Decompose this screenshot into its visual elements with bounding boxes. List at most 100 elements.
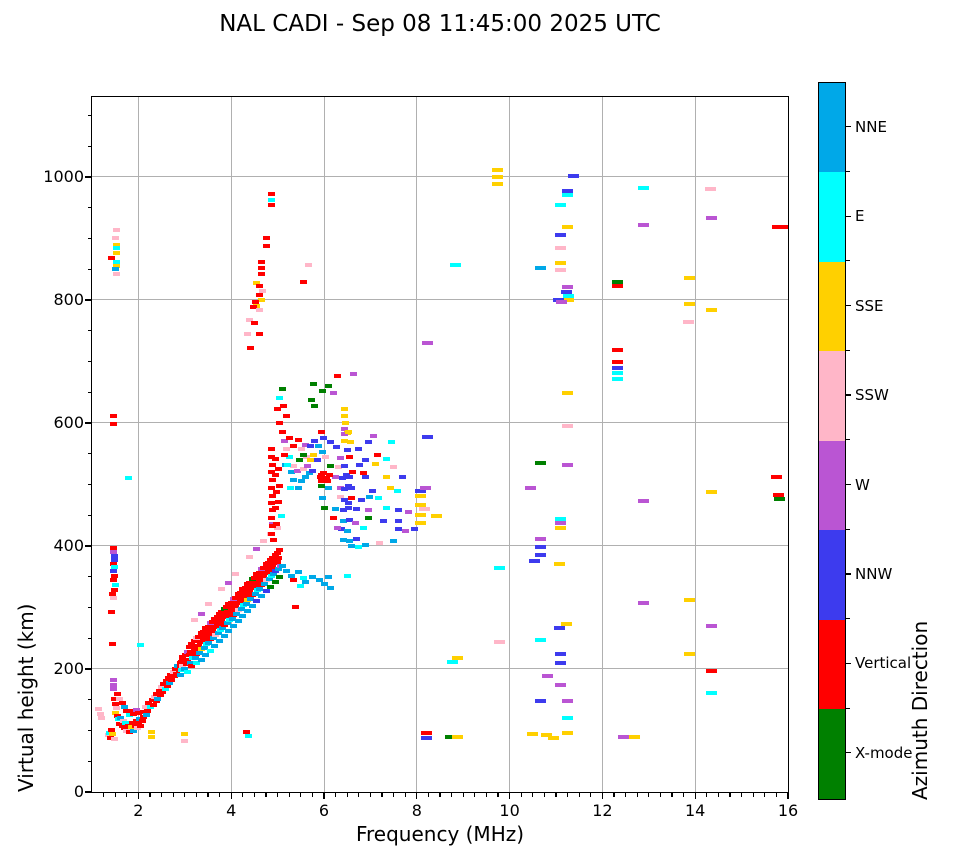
y-axis-label: Virtual height (km) — [14, 603, 38, 793]
data-point — [297, 583, 305, 588]
data-point — [554, 203, 566, 208]
data-point — [258, 259, 266, 264]
data-point — [272, 522, 280, 527]
x-minor-tick — [439, 793, 441, 797]
x-minor-tick — [114, 793, 116, 797]
data-point — [146, 705, 154, 710]
data-point — [420, 730, 432, 735]
data-point — [271, 505, 279, 510]
data-point — [268, 192, 276, 197]
y-minor-tick — [87, 729, 91, 732]
x-tick-label: 16 — [777, 801, 799, 820]
x-major-tick — [323, 793, 325, 799]
x-minor-tick — [172, 793, 174, 797]
data-point — [548, 735, 560, 740]
colorbar-segment-x-mode — [819, 709, 845, 799]
x-minor-tick — [253, 793, 255, 797]
data-point — [554, 261, 566, 266]
data-point — [554, 245, 566, 250]
data-point — [107, 727, 115, 732]
data-point — [247, 345, 255, 350]
y-minor-tick — [87, 391, 91, 393]
data-point — [359, 525, 367, 530]
data-point — [343, 528, 351, 533]
data-point — [177, 659, 185, 664]
x-minor-tick — [485, 793, 487, 797]
data-point — [269, 564, 277, 569]
x-gridline — [601, 97, 603, 792]
data-point — [324, 384, 332, 389]
data-point — [290, 477, 298, 482]
data-point — [344, 430, 352, 435]
data-point — [562, 424, 574, 429]
data-point — [415, 513, 426, 518]
data-point — [218, 610, 226, 615]
data-point — [319, 471, 327, 476]
data-point — [325, 574, 333, 579]
y-minor-tick — [87, 699, 91, 701]
data-point — [183, 670, 191, 675]
data-point — [349, 371, 357, 376]
data-point — [306, 444, 314, 449]
data-point — [334, 525, 342, 530]
data-point — [171, 674, 179, 679]
data-point — [265, 577, 273, 582]
x-tick-label: 2 — [133, 801, 144, 820]
data-point — [140, 710, 148, 715]
data-point — [284, 462, 292, 467]
data-point — [362, 475, 370, 480]
data-point — [176, 673, 184, 678]
data-point — [305, 471, 313, 476]
data-point — [145, 700, 153, 705]
data-point — [562, 193, 574, 198]
colorbar-label-nnw: NNW — [855, 564, 893, 583]
data-point — [172, 666, 180, 671]
plot-area — [92, 97, 788, 792]
y-minor-tick — [87, 268, 91, 270]
y-minor-tick — [87, 237, 91, 240]
data-point — [293, 468, 301, 473]
y-gridline — [92, 422, 788, 424]
data-point — [637, 601, 649, 606]
data-point — [275, 567, 283, 572]
data-point — [301, 475, 309, 480]
data-point — [611, 280, 623, 285]
data-point — [167, 673, 175, 678]
data-point — [269, 556, 277, 561]
data-point — [304, 262, 312, 267]
data-point — [334, 465, 342, 470]
x-minor-tick — [300, 793, 302, 797]
data-point — [534, 553, 546, 558]
data-point — [331, 475, 339, 480]
data-point — [421, 435, 433, 440]
data-point — [524, 486, 536, 491]
y-minor-tick — [87, 760, 91, 762]
data-point — [271, 456, 279, 461]
y-minor-tick — [87, 576, 91, 578]
colorbar-boundary-tick — [846, 170, 850, 173]
y-minor-tick — [87, 606, 91, 609]
data-point — [244, 734, 252, 739]
data-point — [415, 521, 426, 526]
data-point — [326, 440, 334, 445]
data-point — [274, 406, 282, 411]
data-point — [346, 440, 354, 445]
data-point — [181, 731, 189, 736]
y-minor-tick — [87, 114, 91, 117]
data-point — [393, 488, 401, 493]
x-minor-tick — [451, 793, 453, 797]
data-point — [251, 591, 259, 596]
data-point — [320, 582, 328, 587]
x-gridline — [509, 97, 511, 792]
data-point — [336, 485, 344, 490]
data-point — [257, 594, 265, 599]
x-minor-tick — [543, 793, 545, 797]
data-point — [278, 387, 286, 392]
data-point — [243, 609, 251, 614]
x-tick-label: 10 — [499, 801, 520, 820]
data-point — [773, 492, 785, 497]
y-gridline — [92, 176, 788, 178]
data-point — [185, 645, 193, 650]
data-point — [274, 551, 282, 556]
data-point — [611, 284, 623, 289]
